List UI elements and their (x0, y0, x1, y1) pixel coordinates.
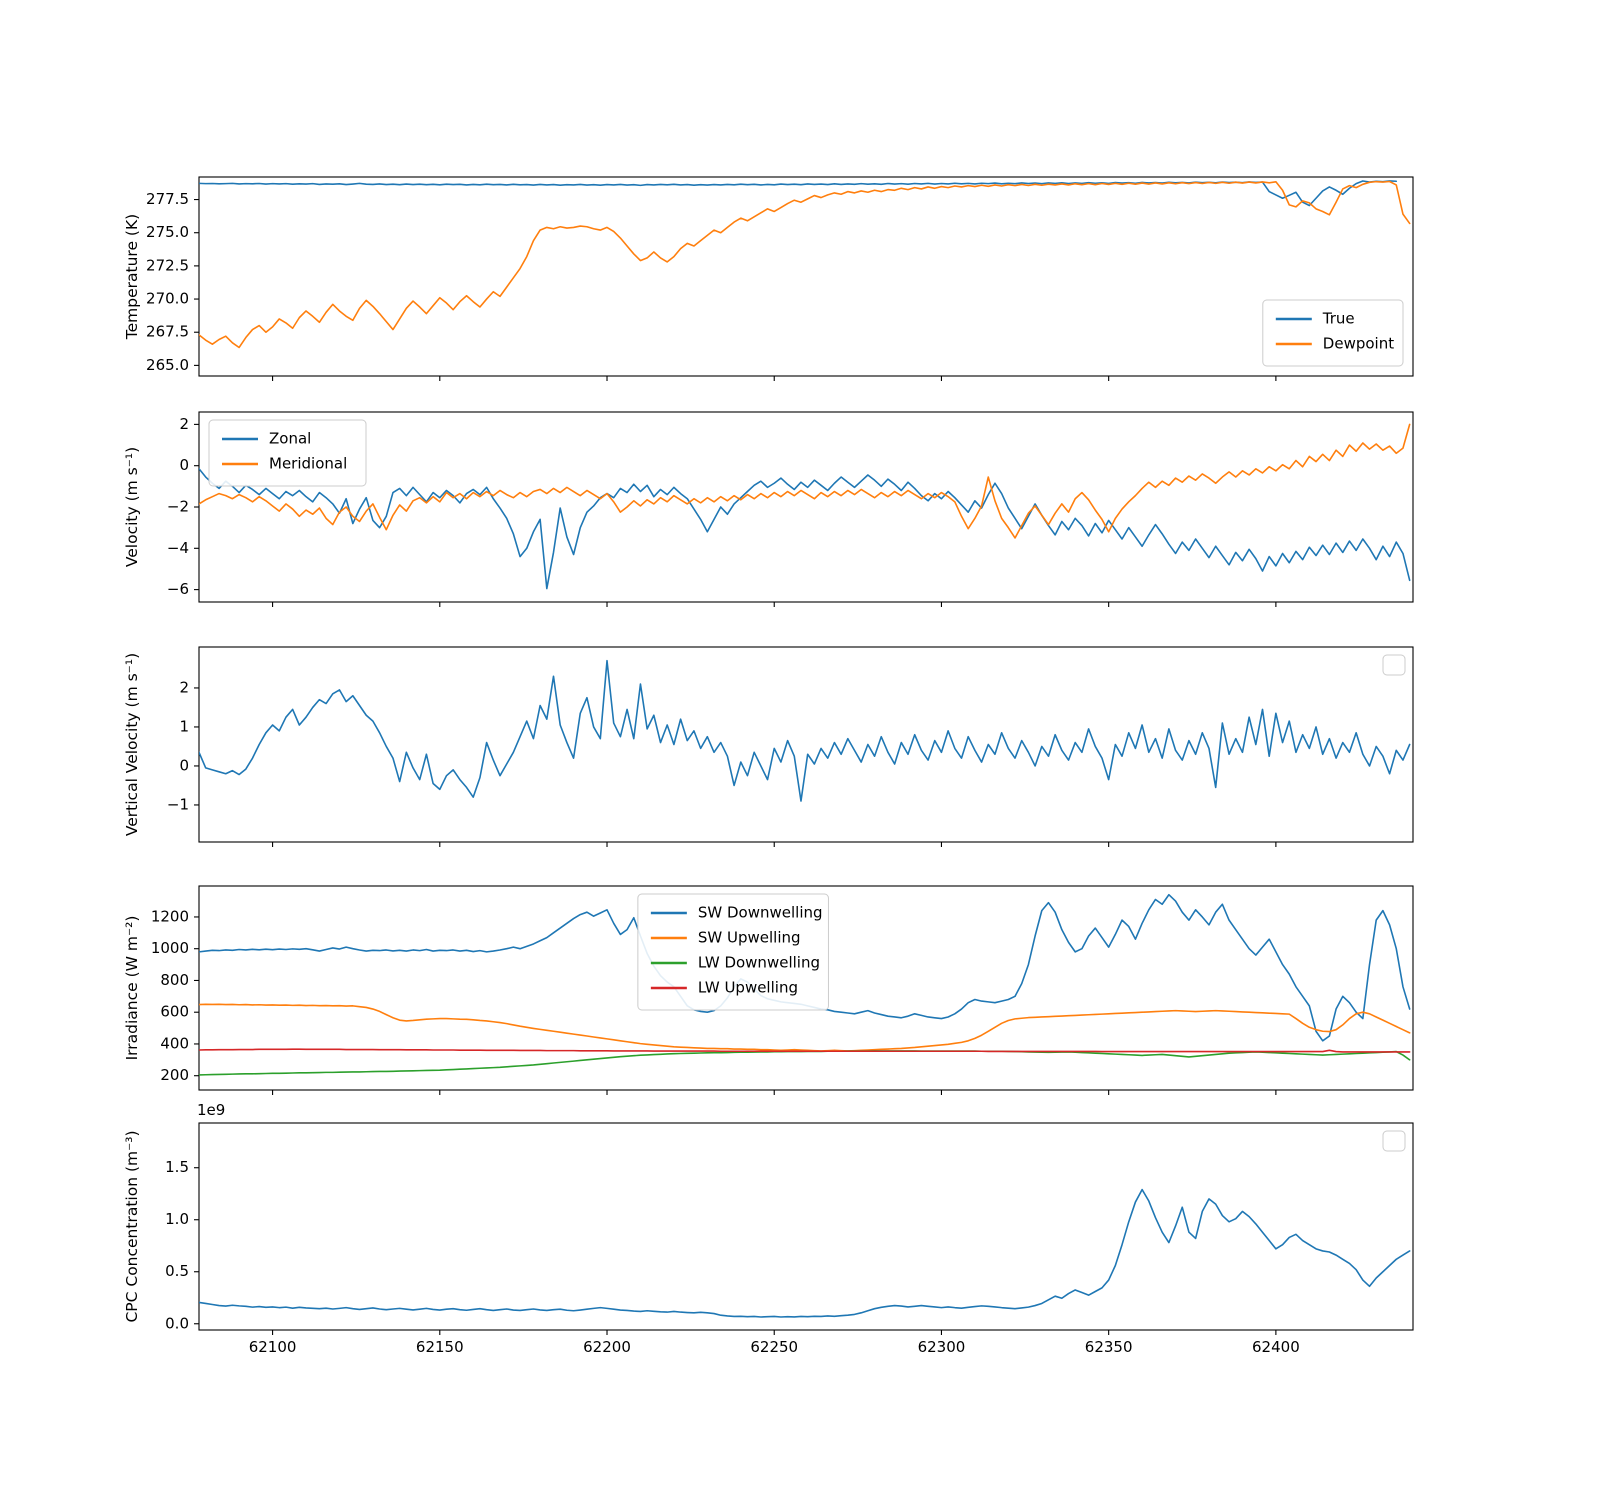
y-tick-label: 267.5 (146, 323, 189, 341)
series-line-cpc-concentration (199, 1188, 1411, 1318)
chart-panel-3: 200 400 600 800 1000 1200 Irradiance (W m⁻²) SW… (107, 862, 1427, 1102)
legend-box-empty (1382, 654, 1406, 676)
legend-label: Zonal (269, 430, 311, 448)
y-tick-label: 600 (160, 1003, 189, 1021)
y-axis-title: Vertical Velocity (m s⁻¹) (123, 653, 141, 836)
y-tick-label: 272.5 (146, 256, 189, 274)
x-tick-label: 62200 (583, 1338, 631, 1356)
x-tick-label: 62250 (750, 1338, 798, 1356)
y-tick-label: 1.5 (165, 1158, 189, 1176)
series-line-sw-upwelling (199, 1003, 1411, 1052)
y-tick-label: 1.0 (165, 1210, 189, 1228)
plot-frame (198, 1122, 1414, 1331)
y-tick-label: 2 (179, 678, 189, 696)
y-axis-title: Irradiance (W m⁻²) (123, 916, 141, 1061)
y-tick-label: −1 (167, 795, 189, 813)
y-tick-label: 1 (179, 717, 189, 735)
y-tick-label: 400 (160, 1034, 189, 1052)
series-line-meridional (199, 423, 1411, 539)
series-line-zonal (199, 467, 1411, 590)
x-tick-label: 62100 (249, 1338, 297, 1356)
chart-panel-0: 265.0 267.5 270.0 272.5 275.0 277.5 Temperatur… (107, 153, 1427, 388)
chart-panel-2: −1 0 1 2 Vertical Velocity (m s⁻¹) (107, 623, 1427, 854)
y-axis-title: Temperature (K) (123, 214, 141, 340)
x-tick-label: 62350 (1085, 1338, 1133, 1356)
plot-frame (198, 885, 1414, 1091)
legend-label: Meridional (269, 455, 347, 473)
y-tick-label: 277.5 (146, 190, 189, 208)
legend-label: SW Downwelling (698, 904, 823, 922)
series-line-lw-downwelling (199, 1050, 1411, 1076)
y-tick-label: −2 (167, 498, 189, 516)
legend-label: LW Upwelling (698, 979, 798, 997)
y-tick-label: 200 (160, 1066, 189, 1084)
plot-frame (198, 411, 1414, 603)
legend-box-empty (1382, 1130, 1406, 1152)
legend-label: SW Upwelling (698, 929, 801, 947)
y-tick-label: 270.0 (146, 290, 189, 308)
series-line-vertical-velocity (199, 659, 1411, 802)
y-tick-label: 1200 (151, 907, 189, 925)
legend-box (637, 893, 829, 1011)
series-line-lw-upwelling (199, 1048, 1411, 1053)
chart-panel-1: −6 −4 −2 0 2 Velocity (m s⁻¹) Zonal Meridional (107, 388, 1427, 614)
chart-panel-4: 0.0 0.5 1.0 1.5 62100 62150 62200 62250 62300 623… (107, 1099, 1427, 1370)
y-tick-label: 0 (179, 456, 189, 474)
x-tick-label: 62150 (416, 1338, 464, 1356)
legend-box (208, 419, 367, 487)
y-tick-label: 2 (179, 415, 189, 433)
y-tick-label: −4 (167, 539, 189, 557)
y-tick-label: 265.0 (146, 356, 189, 374)
y-axis-title: Velocity (m s⁻¹) (123, 447, 141, 567)
y-tick-label: 0.0 (165, 1314, 189, 1332)
x-tick-label: 62300 (918, 1338, 966, 1356)
y-axis-title: CPC Concentration (m⁻³) (123, 1130, 141, 1322)
legend-label: LW Downwelling (698, 954, 820, 972)
y-tick-label: 800 (160, 971, 189, 989)
y-tick-label: 0.5 (165, 1262, 189, 1280)
y-tick-label: 275.0 (146, 223, 189, 241)
axis-offset-label: 1e9 (197, 1101, 225, 1119)
series-line-dewpoint (199, 180, 1411, 349)
plot-frame (198, 176, 1414, 377)
y-tick-label: 1000 (151, 939, 189, 957)
legend-box (1262, 299, 1404, 367)
legend-label: True (1322, 310, 1355, 328)
legend-label: Dewpoint (1323, 335, 1394, 353)
y-tick-label: 0 (179, 756, 189, 774)
plot-frame (198, 646, 1414, 843)
x-tick-label: 62400 (1252, 1338, 1300, 1356)
y-tick-label: −6 (167, 580, 189, 598)
